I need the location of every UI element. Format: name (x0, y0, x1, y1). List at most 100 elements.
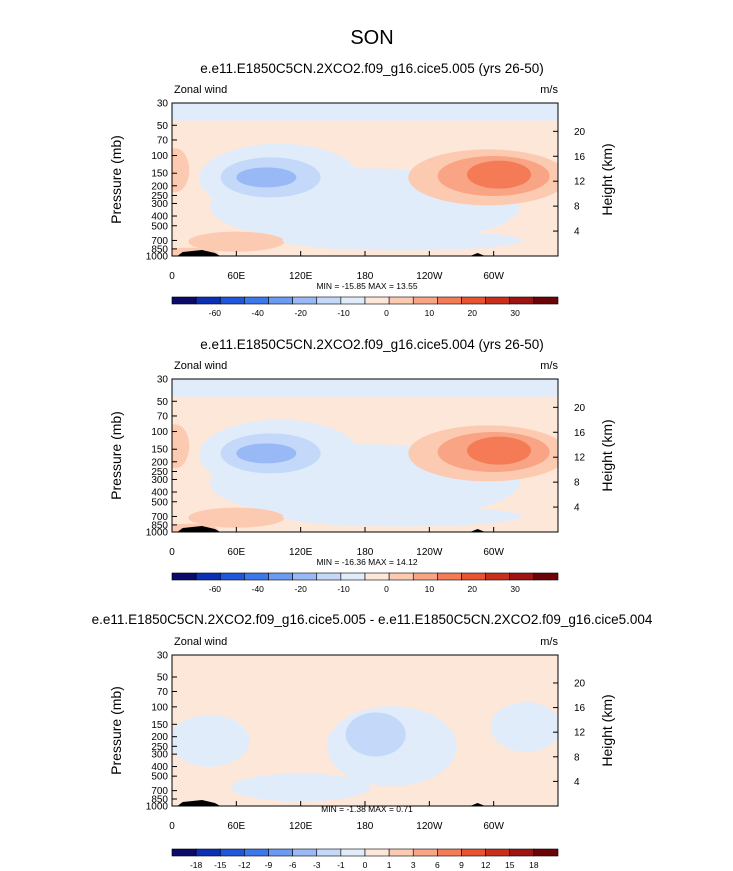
height-tick-label: 16 (574, 152, 586, 163)
colorbar-label: -60 (209, 308, 222, 318)
lower-westerly (188, 507, 285, 528)
colorbar-label: -20 (295, 584, 308, 594)
pressure-tick-label: 50 (157, 397, 169, 408)
colorbar-swatch (533, 572, 559, 581)
colorbar-label: 20 (467, 308, 477, 318)
pressure-tick-label: 400 (151, 212, 168, 223)
height-tick-label: 8 (574, 752, 580, 763)
colorbar-swatch (171, 848, 197, 857)
height-tick-label: 16 (574, 703, 586, 714)
figure-title: SON (350, 27, 393, 49)
longitude-tick-label: 60E (227, 821, 245, 832)
longitude-tick-label: 120E (289, 271, 313, 282)
colorbar-label: -20 (295, 308, 308, 318)
colorbar-label: 10 (425, 584, 435, 594)
pressure-tick-label: 300 (151, 475, 168, 486)
colorbar-swatch (219, 572, 245, 581)
diff-negative-west (172, 714, 250, 767)
topography-andes (470, 803, 486, 806)
colorbar-label: 0 (384, 584, 389, 594)
height-tick-label: 20 (574, 678, 586, 689)
topography-africa (177, 800, 221, 806)
colorbar-swatch (340, 848, 366, 857)
colorbar-swatch (244, 572, 269, 581)
colorbar-swatch (171, 296, 197, 305)
pressure-tick-label: 70 (157, 687, 169, 698)
pressure-tick-label: 1000 (146, 528, 169, 539)
colorbar-label: 3 (411, 860, 416, 870)
longitude-tick-label: 120W (416, 821, 443, 832)
panel-title: e.e11.E1850C5CN.2XCO2.f09_g16.cice5.005 … (200, 61, 543, 76)
panel-units-label: m/s (540, 636, 558, 648)
colorbar-label: -60 (209, 584, 222, 594)
easterly-core-2 (236, 167, 297, 188)
pressure-tick-label: 250 (151, 191, 168, 202)
topography-andes (470, 529, 486, 532)
colorbar-label: -6 (289, 860, 297, 870)
height-tick-label: 20 (574, 403, 586, 414)
longitude-tick-label: 120E (289, 821, 313, 832)
height-tick-label: 4 (574, 503, 580, 514)
colorbar-swatch (461, 848, 486, 857)
colorbar-swatch (485, 572, 511, 581)
colorbar-label: 0 (363, 860, 368, 870)
panel-3: e.e11.E1850C5CN.2XCO2.f09_g16.cice5.005 … (92, 612, 653, 870)
colorbar-swatch (461, 572, 486, 581)
diff-negative-east (490, 702, 558, 753)
colorbar-swatch (412, 296, 438, 305)
colorbar-swatch (509, 296, 535, 305)
longitude-tick-label: 60W (483, 547, 504, 558)
lower-westerly (188, 231, 285, 252)
colorbar-swatch (437, 572, 462, 581)
height-tick-label: 20 (574, 127, 586, 138)
colorbar-label: 30 (510, 308, 520, 318)
longitude-tick-label: 0 (169, 821, 175, 832)
pressure-tick-label: 30 (157, 99, 169, 110)
westerly-jet-west-edge (172, 424, 190, 469)
pressure-tick-label: 250 (151, 742, 168, 753)
colorbar-label: -40 (252, 584, 265, 594)
colorbar-label: 10 (425, 308, 435, 318)
pressure-tick-label: 700 (151, 786, 168, 797)
y-axis-title-pressure: Pressure (mb) (108, 686, 124, 775)
pressure-tick-label: 100 (151, 427, 168, 438)
pressure-tick-label: 30 (157, 651, 169, 662)
surface-easterly (282, 506, 523, 527)
y-axis-title-pressure: Pressure (mb) (108, 135, 124, 224)
height-tick-label: 4 (574, 227, 580, 238)
colorbar-swatch (461, 296, 486, 305)
colorbar-label: -40 (252, 308, 265, 318)
colorbar-label: -12 (238, 860, 251, 870)
colorbar-swatch (340, 296, 366, 305)
colorbar-label: 15 (505, 860, 515, 870)
colorbar-swatch (195, 572, 221, 581)
height-tick-label: 4 (574, 777, 580, 788)
pressure-tick-label: 300 (151, 199, 168, 210)
pressure-tick-label: 250 (151, 467, 168, 478)
colorbar-swatch (388, 848, 414, 857)
height-tick-label: 12 (574, 453, 586, 464)
colorbar-label: -18 (190, 860, 203, 870)
pressure-tick-label: 200 (151, 457, 168, 468)
colorbar-label: -3 (313, 860, 321, 870)
longitude-tick-label: 180 (357, 547, 374, 558)
height-tick-label: 8 (574, 202, 580, 213)
height-tick-label: 8 (574, 478, 580, 489)
colorbar-swatch (533, 296, 559, 305)
colorbar-swatch (485, 296, 511, 305)
longitude-tick-label: 120W (416, 271, 443, 282)
pressure-tick-label: 400 (151, 762, 168, 773)
colorbar-swatch (219, 296, 245, 305)
colorbar-swatch (268, 848, 293, 857)
colorbar-swatch (195, 296, 221, 305)
panel-title: e.e11.E1850C5CN.2XCO2.f09_g16.cice5.005 … (92, 612, 653, 627)
colorbar-swatch (437, 296, 462, 305)
panel-variable-label: Zonal wind (174, 84, 227, 96)
colorbar-label: 18 (529, 860, 539, 870)
colorbar-swatch (509, 848, 535, 857)
colorbar-swatch (485, 848, 511, 857)
pressure-tick-label: 50 (157, 672, 169, 683)
colorbar-swatch (292, 848, 318, 857)
colorbar-swatch (244, 848, 269, 857)
